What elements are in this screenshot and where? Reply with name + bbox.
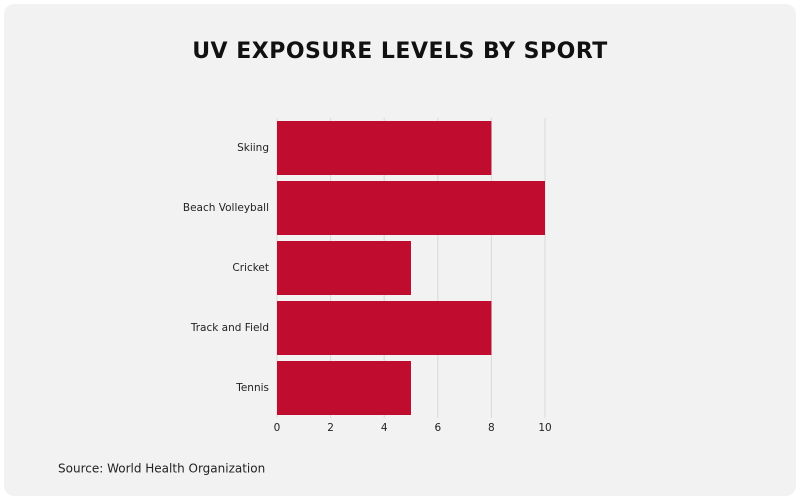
x-tick-label: 2 [327, 422, 334, 434]
y-tick-label: Beach Volleyball [183, 202, 269, 214]
y-tick-label: Cricket [232, 262, 269, 274]
bar [277, 121, 492, 175]
y-tick-label: Track and Field [190, 322, 269, 334]
y-tick-label: Tennis [235, 382, 269, 394]
chart-title: UV EXPOSURE LEVELS BY SPORT [192, 39, 608, 64]
bar [277, 361, 411, 415]
y-tick-label: Skiing [237, 142, 269, 154]
x-tick-label: 0 [274, 422, 281, 434]
source-note: Source: World Health Organization [58, 462, 265, 476]
x-tick-label: 8 [488, 422, 495, 434]
bar [277, 181, 545, 235]
x-tick-label: 6 [434, 422, 441, 434]
bar [277, 241, 411, 295]
x-tick-label: 10 [538, 422, 551, 434]
x-tick-label: 4 [381, 422, 388, 434]
bar [277, 301, 492, 355]
